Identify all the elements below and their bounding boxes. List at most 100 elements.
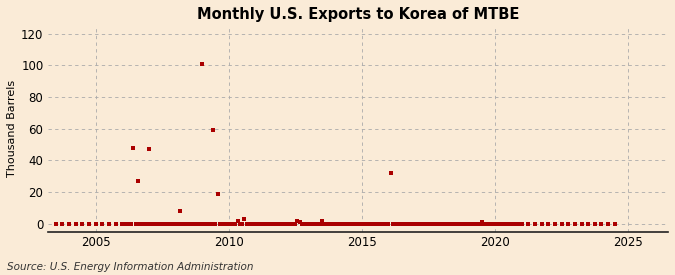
- Point: [196, 62, 207, 66]
- Point: [194, 222, 205, 226]
- Point: [90, 222, 101, 226]
- Point: [330, 222, 341, 226]
- Point: [434, 222, 445, 226]
- Point: [252, 222, 263, 226]
- Point: [70, 222, 81, 226]
- Point: [159, 222, 169, 226]
- Point: [354, 222, 365, 226]
- Point: [477, 220, 487, 224]
- Point: [286, 222, 296, 226]
- Point: [272, 222, 283, 226]
- Point: [425, 222, 436, 226]
- Point: [256, 222, 267, 226]
- Point: [199, 222, 210, 226]
- Point: [117, 222, 128, 226]
- Point: [143, 147, 154, 152]
- Point: [487, 222, 498, 226]
- Point: [130, 222, 141, 226]
- Point: [443, 222, 454, 226]
- Point: [263, 222, 274, 226]
- Point: [153, 222, 163, 226]
- Point: [396, 222, 407, 226]
- Point: [103, 222, 114, 226]
- Point: [485, 222, 496, 226]
- Point: [512, 222, 522, 226]
- Point: [387, 222, 398, 226]
- Point: [589, 222, 600, 226]
- Point: [168, 222, 179, 226]
- Point: [448, 222, 458, 226]
- Point: [217, 222, 227, 226]
- Point: [370, 222, 381, 226]
- Point: [124, 222, 134, 226]
- Point: [368, 222, 379, 226]
- Point: [416, 222, 427, 226]
- Point: [516, 222, 527, 226]
- Point: [472, 222, 483, 226]
- Point: [270, 222, 281, 226]
- Point: [294, 220, 305, 224]
- Point: [379, 222, 389, 226]
- Point: [432, 222, 443, 226]
- Point: [479, 222, 489, 226]
- Text: Source: U.S. Energy Information Administration: Source: U.S. Energy Information Administ…: [7, 262, 253, 272]
- Point: [470, 222, 481, 226]
- Point: [463, 222, 474, 226]
- Point: [325, 222, 336, 226]
- Point: [483, 222, 493, 226]
- Point: [372, 222, 383, 226]
- Point: [296, 222, 307, 226]
- Point: [279, 222, 290, 226]
- Point: [339, 222, 350, 226]
- Point: [126, 222, 136, 226]
- Point: [441, 222, 452, 226]
- Point: [248, 222, 259, 226]
- Point: [410, 222, 421, 226]
- Point: [157, 222, 167, 226]
- Point: [163, 222, 174, 226]
- Point: [219, 222, 230, 226]
- Point: [398, 222, 409, 226]
- Point: [305, 222, 316, 226]
- Point: [170, 222, 181, 226]
- Point: [468, 222, 479, 226]
- Point: [536, 222, 547, 226]
- Point: [423, 222, 434, 226]
- Point: [315, 222, 325, 226]
- Point: [334, 222, 345, 226]
- Point: [352, 222, 362, 226]
- Point: [317, 218, 327, 223]
- Point: [212, 191, 223, 196]
- Point: [139, 222, 150, 226]
- Point: [439, 222, 450, 226]
- Point: [445, 222, 456, 226]
- Point: [381, 222, 392, 226]
- Point: [284, 222, 294, 226]
- Point: [292, 218, 303, 223]
- Point: [63, 222, 74, 226]
- Point: [436, 222, 447, 226]
- Point: [332, 222, 343, 226]
- Point: [403, 222, 414, 226]
- Point: [225, 222, 236, 226]
- Point: [303, 222, 314, 226]
- Point: [452, 222, 462, 226]
- Point: [132, 179, 143, 183]
- Point: [234, 222, 245, 226]
- Point: [243, 222, 254, 226]
- Point: [182, 222, 192, 226]
- Point: [529, 222, 540, 226]
- Point: [221, 222, 232, 226]
- Title: Monthly U.S. Exports to Korea of MTBE: Monthly U.S. Exports to Korea of MTBE: [196, 7, 519, 22]
- Point: [281, 222, 292, 226]
- Point: [172, 222, 183, 226]
- Point: [275, 222, 286, 226]
- Point: [190, 222, 201, 226]
- Point: [119, 222, 130, 226]
- Point: [175, 209, 186, 213]
- Point: [122, 222, 132, 226]
- Point: [394, 222, 405, 226]
- Point: [356, 222, 367, 226]
- Y-axis label: Thousand Barrels: Thousand Barrels: [7, 80, 17, 177]
- Point: [261, 222, 272, 226]
